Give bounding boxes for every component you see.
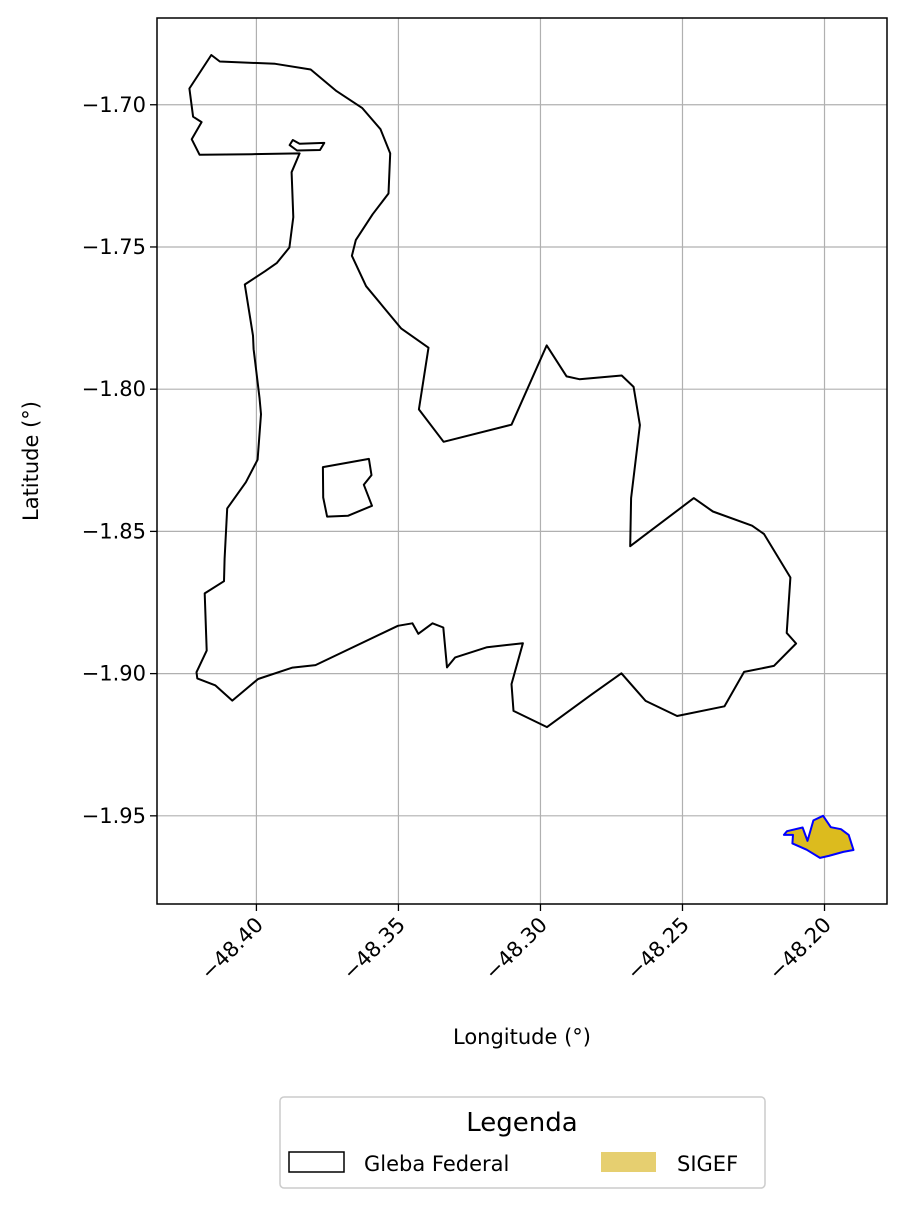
y-tick-label: −1.85 bbox=[82, 519, 146, 543]
y-tick-label: −1.70 bbox=[82, 93, 146, 117]
y-axis-label: Latitude (°) bbox=[19, 401, 43, 521]
legend-label-sigef: SIGEF bbox=[677, 1152, 738, 1176]
legend-title: Legenda bbox=[466, 1108, 577, 1138]
polygon-gleba-federal-1 bbox=[288, 139, 326, 152]
grid-lines bbox=[157, 18, 887, 904]
legend-swatch-gleba-federal bbox=[288, 1151, 345, 1173]
polygon-gleba-federal-2 bbox=[321, 457, 373, 518]
y-tick-label: −1.75 bbox=[82, 235, 146, 259]
legend-label-gleba-federal: Gleba Federal bbox=[364, 1152, 509, 1176]
legend-swatch-sigef bbox=[601, 1152, 656, 1172]
y-tick-label: −1.80 bbox=[82, 377, 146, 401]
polygon-sigef-0 bbox=[782, 814, 855, 859]
map-layers bbox=[188, 54, 855, 859]
plot-frame bbox=[156, 17, 888, 905]
legend: Legenda Gleba Federal SIGEF bbox=[279, 1096, 766, 1189]
y-tick-label: −1.90 bbox=[82, 662, 146, 686]
polygon-gleba-federal-0 bbox=[188, 54, 798, 729]
y-tick-label: −1.95 bbox=[82, 804, 146, 828]
x-axis-label: Longitude (°) bbox=[453, 1025, 591, 1049]
